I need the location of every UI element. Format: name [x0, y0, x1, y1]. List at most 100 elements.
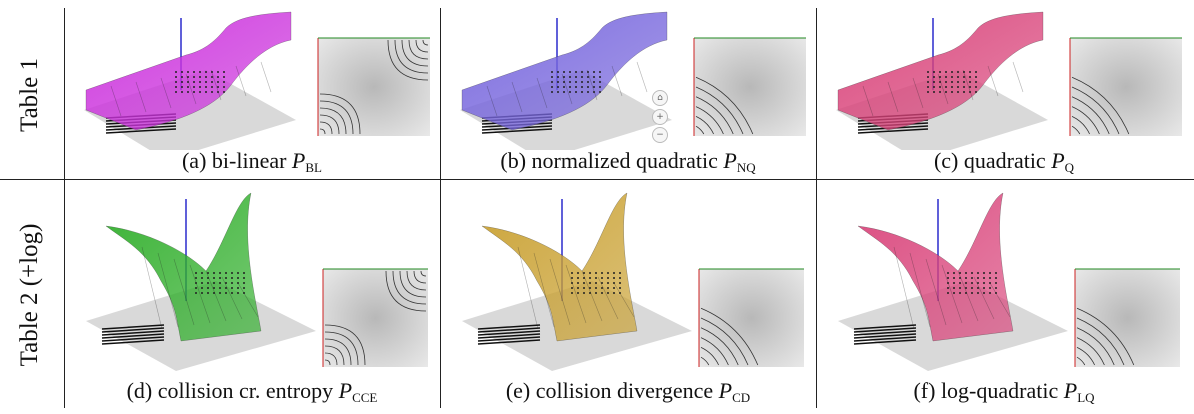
dot-marker [977, 272, 979, 274]
dot-marker [193, 71, 195, 73]
dot-marker [213, 272, 215, 274]
dot-marker [589, 287, 591, 289]
dot-marker [237, 282, 239, 284]
dot-marker [213, 277, 215, 279]
surface-grid-line [237, 282, 259, 318]
dot-marker [581, 81, 583, 83]
dot-marker [211, 81, 213, 83]
surface-grid-line [937, 73, 949, 105]
dot-marker [223, 76, 225, 78]
zoom-out-icon[interactable]: − [652, 127, 668, 143]
dot-marker [217, 91, 219, 93]
dot-marker [575, 81, 577, 83]
dot-marker [569, 76, 571, 78]
dot-marker [571, 287, 573, 289]
dot-marker [619, 287, 621, 289]
dot-marker [569, 71, 571, 73]
dot-marker [231, 292, 233, 294]
dot-marker [957, 91, 959, 93]
contour-line [408, 39, 429, 60]
contour-line [319, 107, 347, 135]
dot-marker [181, 76, 183, 78]
grid-line-left [64, 8, 65, 408]
dot-marker [607, 287, 609, 289]
dot-marker [181, 86, 183, 88]
dot-marker [201, 282, 203, 284]
dot-marker [577, 292, 579, 294]
dot-marker [199, 71, 201, 73]
dot-marker [953, 287, 955, 289]
caption-b: (b) normalized quadratic PNQ [442, 148, 814, 176]
dot-marker [551, 71, 553, 73]
surface-grid-line [989, 282, 1011, 318]
contour-line [406, 270, 427, 291]
dot-marker [199, 76, 201, 78]
dot-marker [595, 292, 597, 294]
caption-f: (f) log-quadratic PLQ [818, 378, 1190, 406]
surface-grid-line [1012, 61, 1024, 93]
dot-marker [601, 292, 603, 294]
dot-marker [601, 282, 603, 284]
dot-marker [175, 91, 177, 93]
dot-marker [563, 86, 565, 88]
dot-marker [563, 91, 565, 93]
floor-stripe [101, 336, 165, 342]
dot-marker [995, 277, 997, 279]
dot-marker [569, 81, 571, 83]
dot-marker [963, 86, 965, 88]
dot-marker [581, 86, 583, 88]
dot-marker [563, 81, 565, 83]
dot-marker [971, 282, 973, 284]
caption-a-symbol: P [291, 148, 306, 173]
surface-grid-line [565, 264, 587, 324]
dot-marker [613, 287, 615, 289]
dot-marker [939, 91, 941, 93]
contour-line [1076, 317, 1125, 366]
caption-e-subscript: CD [732, 390, 751, 405]
surface-grid-line [925, 258, 947, 326]
dot-marker [213, 287, 215, 289]
dot-marker [175, 86, 177, 88]
caption-f-symbol: P [1063, 378, 1078, 403]
surface-grid-line [511, 81, 523, 113]
surface-grid-line [909, 252, 931, 328]
dot-marker [193, 91, 195, 93]
dot-marker [983, 287, 985, 289]
dot-marker [607, 272, 609, 274]
dot-marker [969, 86, 971, 88]
dot-marker [947, 277, 949, 279]
dot-marker [583, 282, 585, 284]
dot-marker [957, 76, 959, 78]
dot-marker [213, 282, 215, 284]
dot-marker [601, 287, 603, 289]
contour-line [324, 331, 359, 366]
dot-marker [959, 272, 961, 274]
dot-marker [977, 277, 979, 279]
dot-marker [207, 287, 209, 289]
dot-marker [607, 292, 609, 294]
dot-marker [583, 292, 585, 294]
dot-marker [589, 282, 591, 284]
dot-marker [957, 71, 959, 73]
contour-line [1071, 96, 1110, 135]
dot-marker [187, 71, 189, 73]
dot-marker [589, 292, 591, 294]
home-icon[interactable]: ⌂ [652, 90, 668, 106]
dot-marker [945, 81, 947, 83]
caption-d-symbol: P [338, 378, 353, 403]
caption-a-subscript: BL [305, 160, 322, 175]
contour-line [700, 327, 739, 366]
dot-marker [945, 91, 947, 93]
dot-marker [577, 287, 579, 289]
surface-grid-line [205, 270, 227, 322]
zoom-in-icon[interactable]: + [652, 109, 668, 125]
contour-line [695, 125, 705, 135]
dot-marker [933, 81, 935, 83]
dot-marker [969, 81, 971, 83]
dot-marker [939, 71, 941, 73]
floor-stripe [853, 336, 917, 342]
contour-line [1071, 86, 1120, 135]
dot-marker [601, 272, 603, 274]
surface-grid-line [561, 73, 573, 105]
dot-marker [951, 81, 953, 83]
